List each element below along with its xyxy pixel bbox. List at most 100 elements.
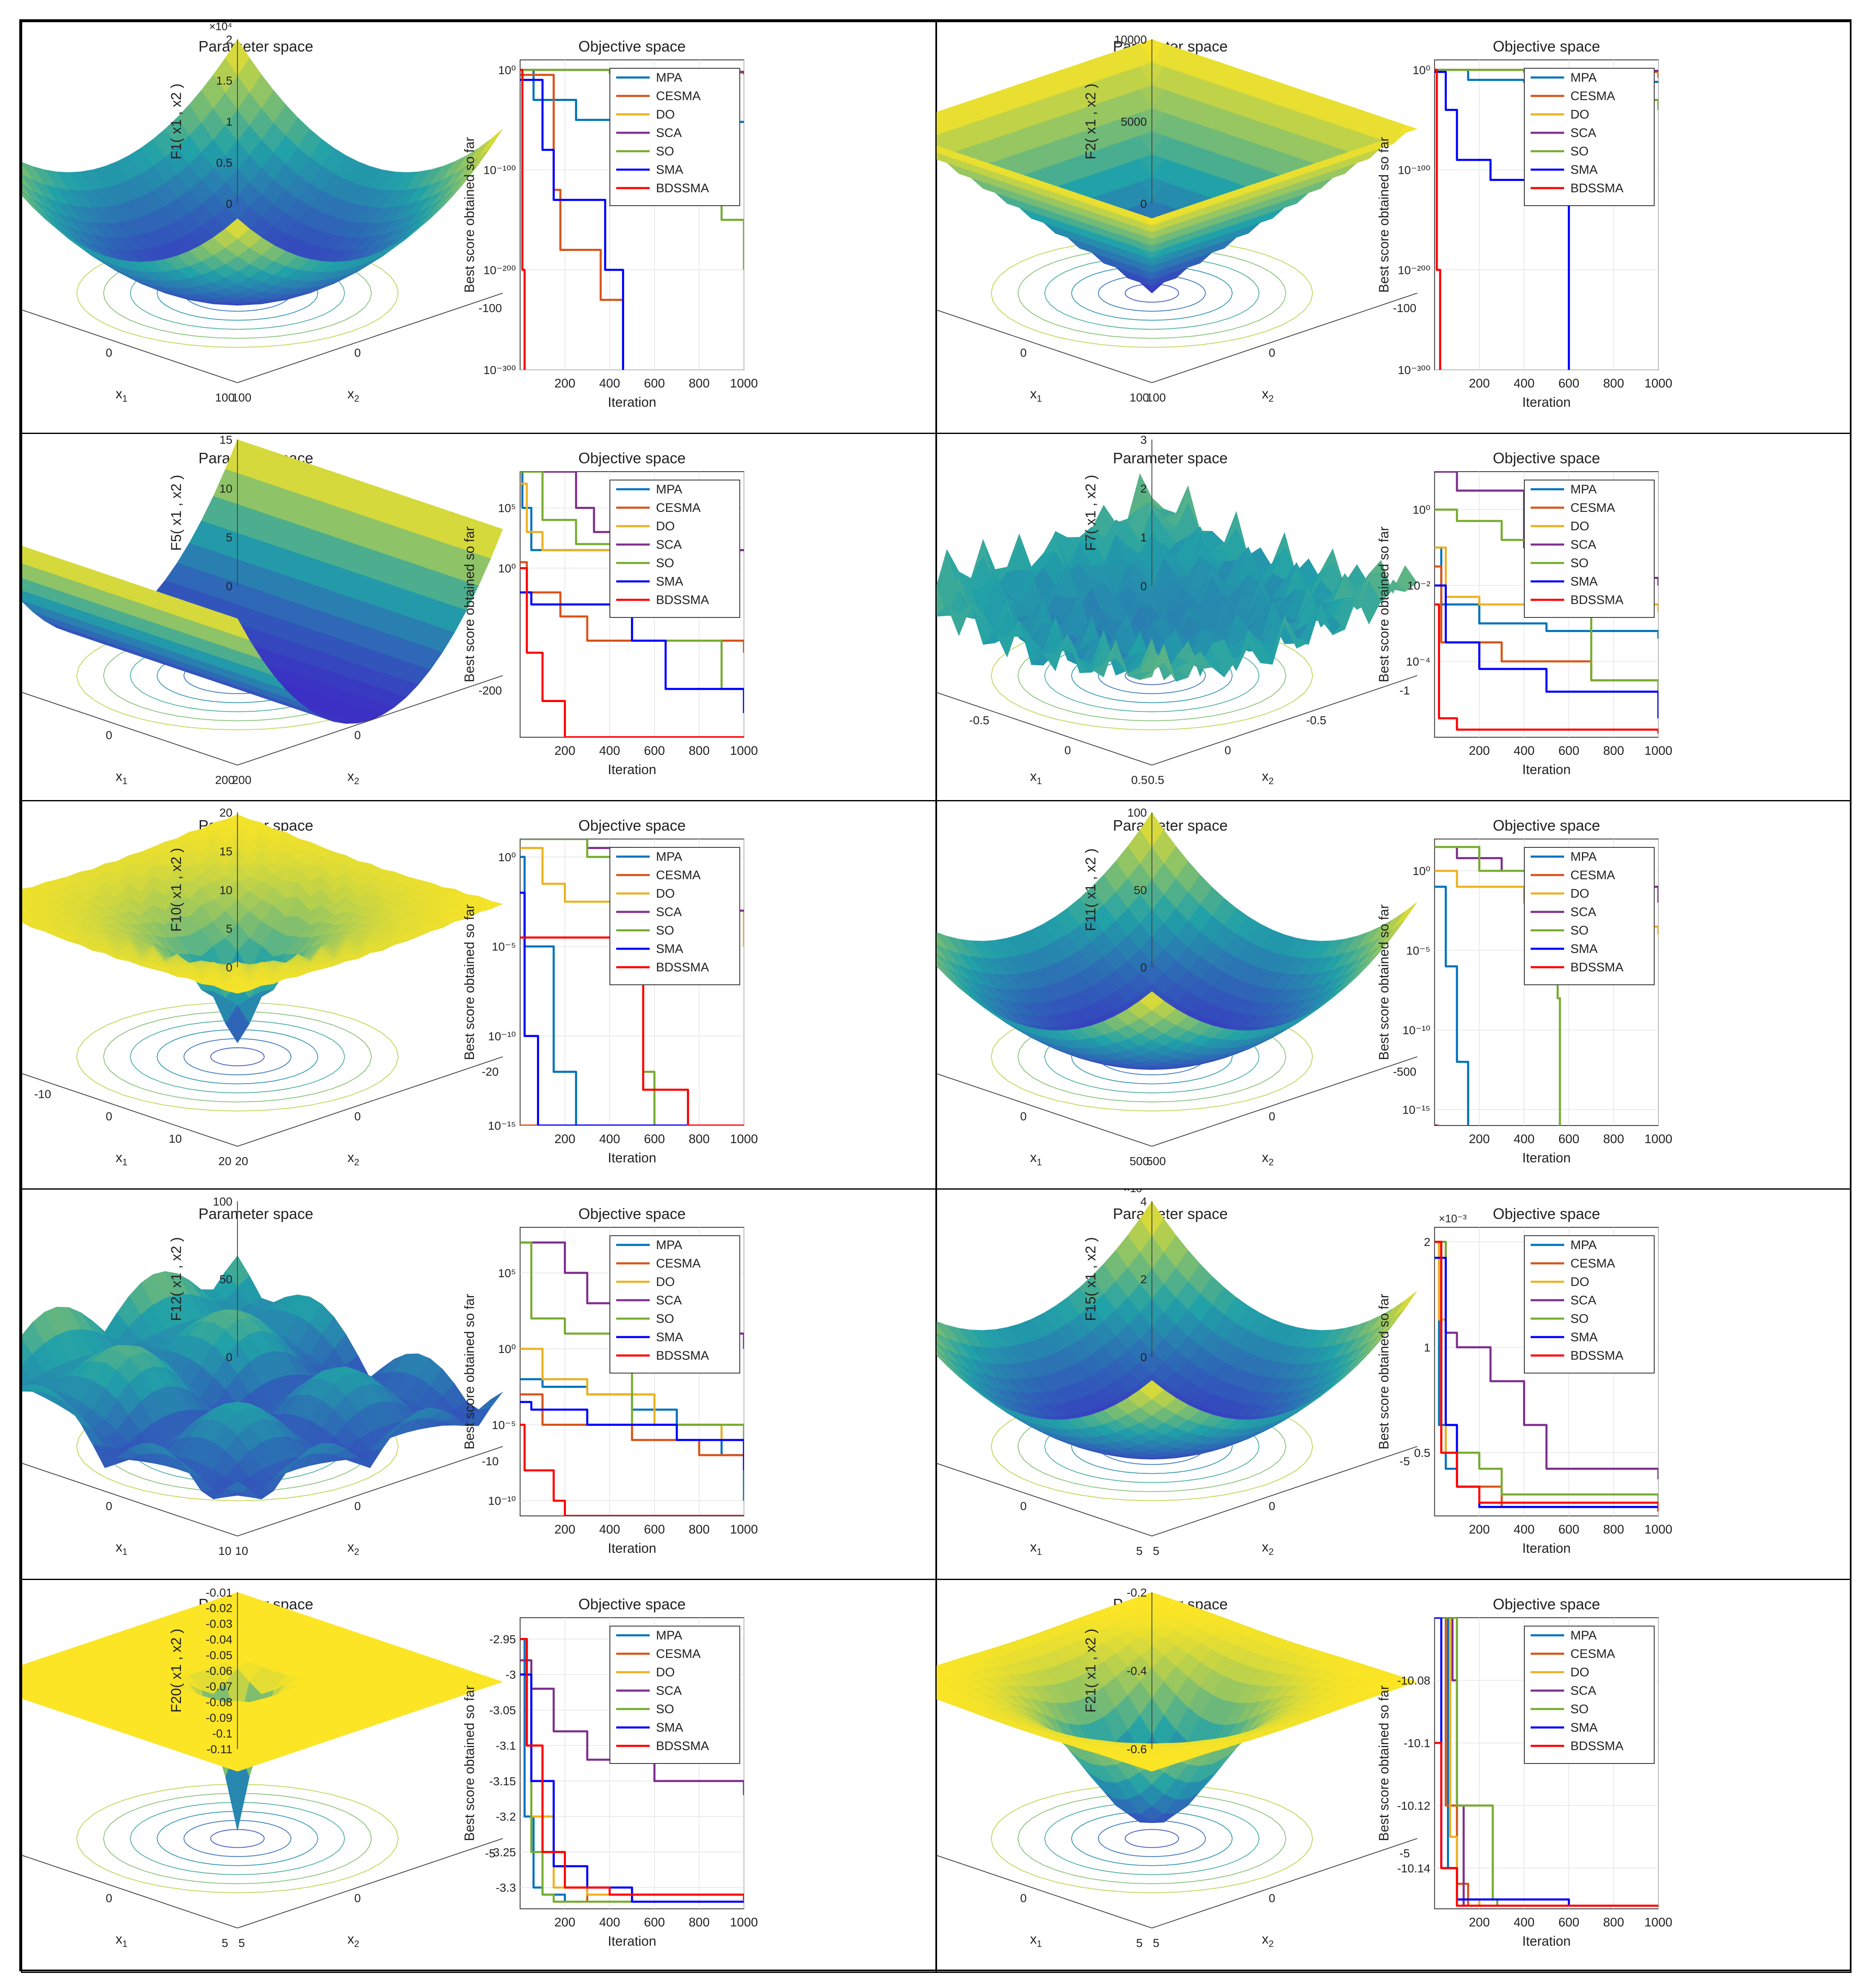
- objective-space-title: Objective space: [578, 1205, 686, 1222]
- x2-tick-label: 100: [215, 391, 235, 404]
- legend-label-cesma: CESMA: [1570, 868, 1615, 882]
- surface-patch: [937, 1323, 948, 1339]
- z-exponent: ×10⁵: [1123, 1190, 1147, 1195]
- contour-ring: [76, 1784, 399, 1893]
- contour-ring: [156, 1029, 318, 1084]
- legend-label-sca: SCA: [656, 126, 682, 140]
- y-tick-label: 10⁻³⁰⁰: [483, 364, 516, 377]
- x-tick-label: 200: [1469, 1132, 1490, 1146]
- x-tick-label: 400: [599, 1523, 620, 1536]
- legend-box: [1524, 480, 1655, 618]
- x1-tick-label: 0: [106, 729, 112, 742]
- x1-axis-line: [22, 1463, 238, 1536]
- x-axis-label: Iteration: [1522, 395, 1571, 410]
- y-tick-label: 10⁻⁴: [1406, 655, 1431, 668]
- z-tick-label: 50: [219, 1273, 232, 1286]
- series-line-do: [520, 483, 744, 551]
- surface-patch: [22, 192, 33, 204]
- z-tick-label: -0.03: [206, 1617, 232, 1630]
- legend-label-do: DO: [656, 1275, 675, 1289]
- x-tick-label: 600: [644, 744, 665, 758]
- legend-label-mpa: MPA: [1570, 850, 1597, 864]
- x-tick-label: 400: [1513, 1132, 1534, 1146]
- panel-f1: Parameter space 2 1.5 1 0.5 0 ×10⁴ F1( x1 , x2 …: [21, 21, 937, 434]
- y-tick-label: 10⁻¹⁰: [1402, 1024, 1430, 1037]
- x2-axis-label: x2: [347, 1931, 359, 1949]
- x1-axis-label: x1: [116, 1931, 127, 1949]
- series-line-bdssma: [1434, 603, 1658, 733]
- x1-axis-label: x1: [1030, 1539, 1042, 1557]
- x1-axis-line: [22, 1073, 238, 1147]
- y-tick-label: 0.5: [1414, 1446, 1431, 1459]
- legend-label-so: SO: [656, 924, 674, 937]
- x2-axis-line: [237, 1446, 503, 1536]
- contour-ring: [76, 1002, 399, 1112]
- z-tick-label: -0.08: [206, 1696, 232, 1709]
- surface-patch: [418, 207, 443, 229]
- contour-ring: [156, 1811, 318, 1866]
- y-tick-label: 1: [1424, 1341, 1431, 1354]
- surface-mesh: [937, 812, 1418, 1070]
- surface-patch: [22, 1339, 33, 1365]
- x1-tick-label: 0: [1020, 1500, 1027, 1513]
- series-line-mpa: [520, 856, 744, 1126]
- x-tick-label: 200: [1469, 377, 1490, 390]
- y-tick-label: 10⁻⁵: [492, 1418, 516, 1431]
- x-tick-label: 400: [1513, 744, 1534, 758]
- legend-label-do: DO: [1570, 887, 1589, 901]
- x-tick-label: 800: [689, 1132, 710, 1146]
- y-tick-label: 10⁻⁵: [492, 940, 516, 953]
- x-axis-label: Iteration: [1522, 762, 1571, 777]
- z-tick-label: -0.07: [206, 1680, 232, 1693]
- surface-patch: [937, 946, 947, 960]
- x2-axis-label: x2: [1262, 386, 1273, 404]
- x1-tick-label: 20: [235, 1155, 248, 1168]
- surface-patch: [937, 934, 948, 950]
- legend-box: [609, 1235, 740, 1374]
- parameter-space-plot: Parameter space-0.01-0.02-0.03-0.04-0.05…: [22, 1586, 504, 1949]
- x-tick-label: 200: [554, 1523, 575, 1536]
- x-tick-label: 200: [1469, 1523, 1490, 1536]
- x1-tick-label: 100: [1146, 391, 1166, 404]
- y-axis-label: Best score obtained so far: [462, 137, 477, 293]
- x1-axis-line: [22, 692, 238, 766]
- x-tick-label: 800: [1603, 1132, 1624, 1146]
- x-axis-label: Iteration: [608, 762, 656, 777]
- objective-space-title: Objective space: [578, 38, 686, 55]
- surface-mesh: [937, 39, 1418, 294]
- x1-tick-label: 0: [106, 1500, 112, 1513]
- z-tick-label: 50: [1134, 883, 1147, 896]
- legend-label-sca: SCA: [656, 905, 682, 919]
- surface-patch: [937, 115, 947, 135]
- y-tick-label: 10⁻¹⁰: [488, 1495, 516, 1508]
- legend-label-do: DO: [656, 519, 675, 533]
- legend-box: [1524, 1235, 1655, 1374]
- x1-tick-label: 0: [106, 1892, 112, 1905]
- x2-tick-label: -200: [478, 684, 502, 697]
- legend-label-sma: SMA: [1570, 163, 1598, 177]
- legend-label-cesma: CESMA: [656, 1257, 701, 1270]
- x2-tick-label: 0: [354, 1892, 361, 1905]
- series-line-bdssma: [520, 1423, 744, 1516]
- y-tick-label: 10⁰: [498, 64, 516, 77]
- x1-tick-label: 0: [1020, 346, 1027, 359]
- x1-axis-label: x1: [116, 1539, 127, 1557]
- contour-floor: [990, 238, 1313, 348]
- contour-ring: [1044, 256, 1260, 330]
- z-tick-label: 10000: [1114, 33, 1147, 46]
- contour-ring: [1124, 284, 1179, 303]
- surface-patch: [1393, 901, 1418, 929]
- x-tick-label: 600: [644, 1916, 665, 1929]
- x2-tick-label: 0.5: [1131, 774, 1147, 787]
